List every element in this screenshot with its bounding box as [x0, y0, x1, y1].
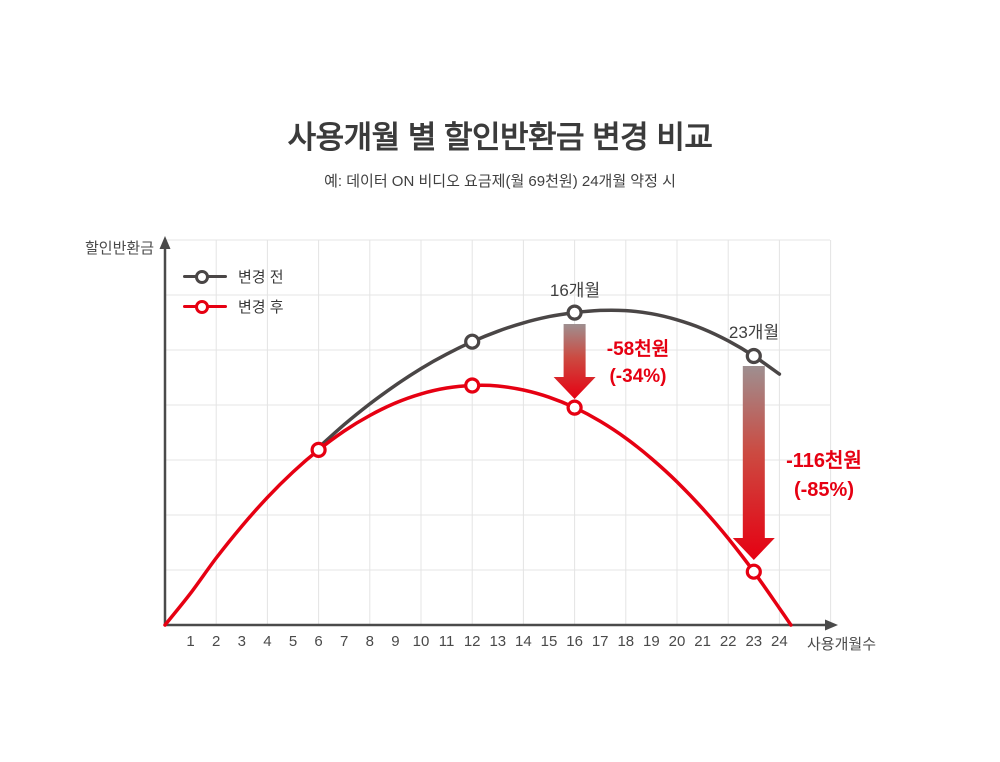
- y-axis-arrow-icon: [159, 236, 171, 249]
- x-tick-label: 14: [515, 633, 532, 650]
- x-tick-label: 1: [186, 633, 195, 650]
- x-axis-arrow-icon: [825, 619, 838, 631]
- data-point-month-6: [310, 441, 327, 458]
- axes: [159, 236, 838, 631]
- delta-annotation-month-23: -116천원 (-85%): [772, 447, 876, 505]
- chart-title: 사용개월 별 할인반환금 변경 비교: [287, 120, 713, 155]
- point-label-month-23: 23개월: [728, 323, 780, 342]
- before-curve-markers: [464, 304, 762, 365]
- legend-item-before: 변경 전: [183, 266, 284, 287]
- delta-amount-23: -116천원: [786, 450, 862, 472]
- legend-item-after: 변경 후: [183, 296, 284, 317]
- x-tick-label: 13: [489, 633, 507, 650]
- data-point-month-23: [745, 347, 762, 365]
- x-axis-label: 사용개월수: [807, 636, 877, 653]
- x-tick-label: 20: [668, 633, 686, 650]
- x-tick-label: 12: [463, 633, 481, 650]
- x-tick-label: 21: [694, 633, 711, 650]
- x-tick-label: 24: [771, 633, 788, 650]
- x-tick-label: 23: [745, 633, 763, 650]
- after-line-swatch-icon: [183, 299, 227, 314]
- legend: 변경 전 변경 후: [183, 266, 284, 317]
- delta-percent-16: (-34%): [609, 366, 667, 387]
- x-tick-label: 11: [438, 633, 455, 650]
- data-point-month-12: [464, 333, 481, 350]
- after-curve: [163, 383, 793, 627]
- x-tick-label: 18: [617, 633, 635, 650]
- x-tick-label: 5: [288, 633, 298, 650]
- legend-label-after: 변경 후: [238, 299, 284, 316]
- x-tick-label: 4: [263, 633, 272, 650]
- x-tick-label: 15: [540, 633, 558, 650]
- x-tick-label: 7: [340, 633, 349, 650]
- after-curve-markers: [310, 377, 762, 580]
- data-point-month-12: [464, 377, 481, 394]
- data-point-month-16: [566, 399, 583, 416]
- x-tick-label: 10: [412, 633, 430, 650]
- legend-label-before: 변경 전: [238, 269, 284, 286]
- drop-arrow-month-23-icon: [732, 366, 775, 560]
- point-label-month-16: 16개월: [549, 281, 601, 300]
- x-tick-label: 22: [719, 633, 737, 650]
- x-tick-label: 16: [566, 633, 583, 650]
- data-point-month-23: [745, 563, 762, 580]
- before-line-swatch-icon: [183, 269, 227, 284]
- delta-annotation-month-16: -58천원 (-34%): [590, 336, 686, 390]
- grid: [165, 239, 832, 625]
- x-tick-label: 8: [365, 633, 374, 650]
- x-tick-label: 19: [643, 633, 660, 650]
- x-tick-label: 9: [391, 633, 400, 650]
- delta-amount-16: -58천원: [606, 339, 670, 360]
- x-tick-label: 6: [314, 633, 323, 650]
- x-tick-label: 2: [212, 633, 221, 650]
- drop-arrow-month-16-icon: [553, 324, 596, 399]
- before-curve: [316, 308, 782, 450]
- data-point-month-16: [566, 304, 583, 321]
- delta-percent-23: (-85%): [793, 479, 854, 501]
- x-tick-label: 17: [591, 633, 609, 650]
- y-axis-label: 할인반환금: [85, 240, 155, 257]
- x-tick-label: 3: [237, 633, 246, 650]
- chart-subtitle: 예: 데이터 ON 비디오 요금제(월 69천원) 24개월 약정 시: [324, 173, 676, 190]
